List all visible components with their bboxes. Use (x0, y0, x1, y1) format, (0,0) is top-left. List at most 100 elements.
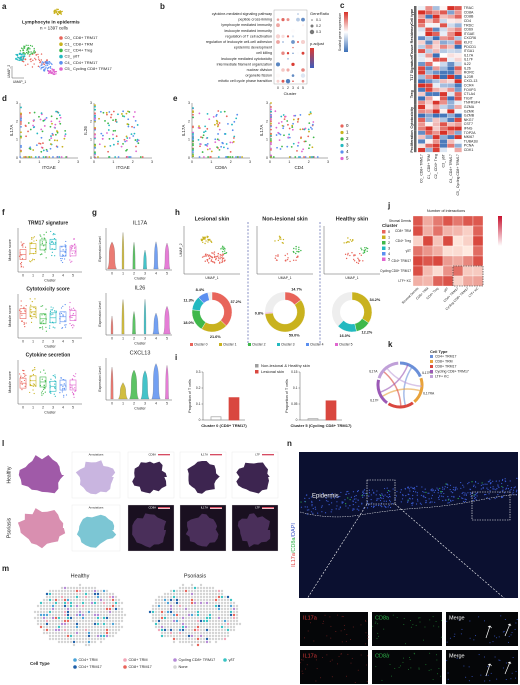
nucleus (342, 501, 344, 503)
spot (157, 604, 161, 608)
spot (220, 589, 224, 593)
axis-title: Cluster (284, 91, 297, 96)
spot (33, 610, 37, 614)
signal (460, 633, 462, 635)
spot (163, 628, 167, 632)
signal (409, 658, 411, 660)
spot (166, 607, 170, 611)
dot (208, 257, 211, 260)
dot (40, 150, 43, 153)
bar (307, 418, 319, 421)
dot (192, 137, 194, 140)
spot (84, 625, 88, 629)
spot (102, 610, 106, 614)
heat-cell (425, 57, 433, 62)
spot (69, 613, 73, 617)
spot (75, 586, 79, 590)
panel-label: e (173, 94, 178, 103)
dot (347, 252, 349, 255)
dot (94, 112, 96, 115)
spot (232, 601, 236, 605)
dot (207, 255, 210, 257)
spot (187, 604, 191, 608)
dot (192, 148, 194, 150)
signal (313, 640, 315, 642)
dot (47, 61, 49, 63)
heat-cell (439, 48, 448, 54)
spot (178, 625, 182, 629)
axis-title: IL17A (181, 125, 186, 137)
nucleus (452, 499, 454, 502)
legend-label: C1_ CD8+ TRM (65, 41, 94, 46)
heat-cell (452, 275, 464, 287)
nucleus (443, 492, 445, 495)
dot (233, 120, 236, 123)
spot (81, 610, 85, 614)
spot (51, 616, 55, 620)
heat-cell (417, 100, 426, 105)
dot (74, 390, 76, 392)
spot (60, 589, 64, 593)
dot (366, 247, 369, 250)
spot (226, 622, 230, 626)
nucleus (411, 498, 414, 500)
spot (60, 634, 64, 638)
signal (337, 663, 339, 665)
spot (81, 628, 85, 632)
dot (24, 326, 26, 328)
dot (199, 145, 201, 148)
nucleus (472, 499, 474, 502)
dot (217, 252, 220, 255)
nucleus (433, 491, 435, 493)
nucleus (424, 488, 426, 490)
signal (456, 657, 458, 659)
axis-title: IL17A (259, 125, 264, 137)
nucleus (480, 488, 482, 490)
signal (419, 621, 421, 623)
dot (49, 143, 52, 145)
signal (469, 620, 471, 622)
spot (211, 592, 215, 596)
dot (41, 61, 44, 63)
go-dot (281, 18, 285, 22)
dot (69, 308, 71, 310)
dot (108, 137, 111, 140)
heat-cell (425, 5, 433, 11)
legend-swatch (277, 343, 280, 346)
gene-label: GZMA (464, 105, 475, 109)
plot-frame (273, 9, 308, 85)
nucleus (311, 500, 313, 502)
dot (72, 375, 75, 377)
heat-cell (417, 48, 426, 54)
heat-cell (442, 265, 454, 277)
nucleus (339, 495, 341, 498)
dot (54, 387, 56, 390)
dot (117, 140, 119, 143)
dot (270, 125, 272, 128)
signal (340, 653, 342, 655)
heat-cell (425, 66, 433, 71)
dot (65, 324, 67, 326)
spot (60, 622, 64, 626)
dot (117, 113, 119, 116)
dot (94, 116, 96, 119)
dot (50, 392, 52, 394)
dot (279, 238, 281, 240)
heat-cell (439, 147, 448, 153)
spot (66, 616, 70, 620)
go-dot (291, 35, 295, 38)
spot (190, 589, 194, 593)
spot (223, 619, 227, 623)
signal (326, 654, 328, 656)
spot (69, 631, 73, 635)
violin (110, 367, 114, 400)
dot (123, 115, 126, 118)
spot (93, 640, 97, 644)
dot (346, 241, 348, 243)
dot (33, 392, 35, 395)
dot (275, 134, 278, 136)
nucleus (338, 508, 340, 510)
spot (196, 631, 200, 635)
heat-cell (439, 44, 448, 50)
dot (52, 234, 54, 236)
